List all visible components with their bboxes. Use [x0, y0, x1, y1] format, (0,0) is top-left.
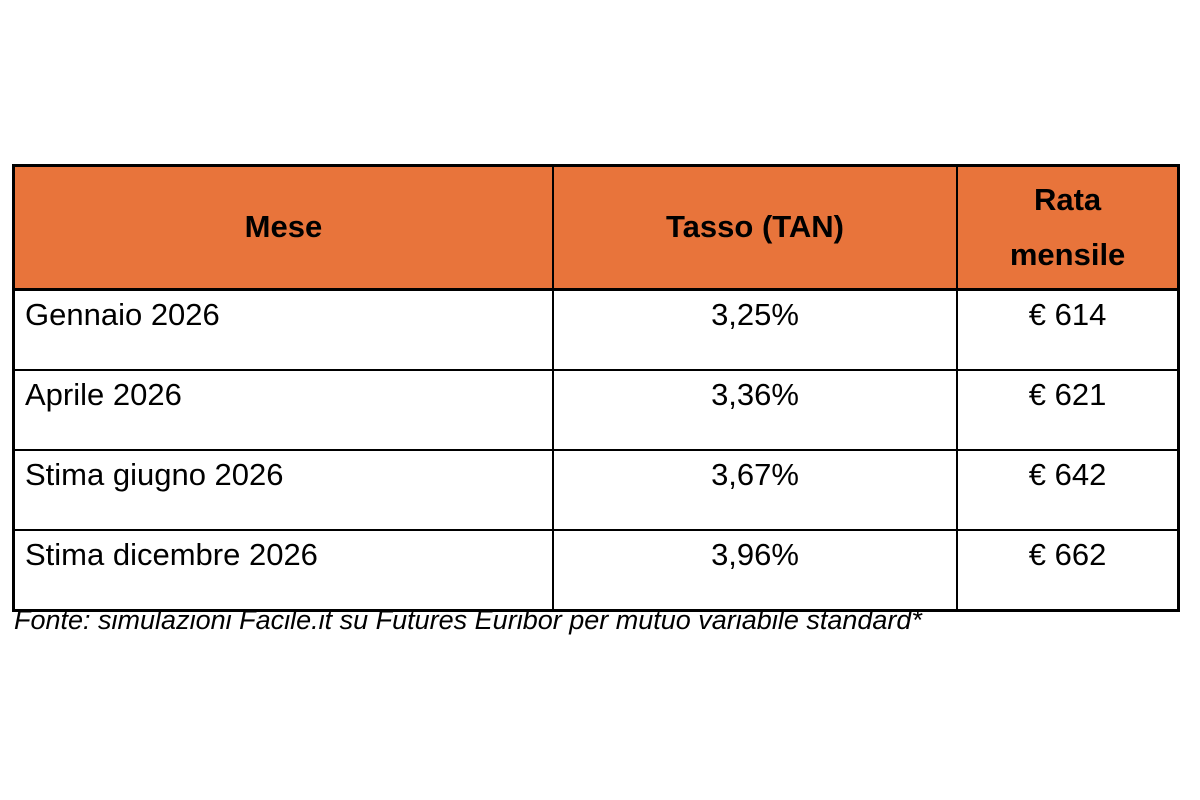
rates-table: Mese Tasso (TAN) Rata mensile Gennaio 20…	[12, 164, 1180, 612]
column-header-tasso: Tasso (TAN)	[551, 164, 959, 291]
cell-tasso: 3,67%	[551, 449, 959, 531]
cell-mese: Aprile 2026	[12, 369, 554, 451]
cell-mese: Gennaio 2026	[12, 288, 554, 371]
cell-mese: Stima giugno 2026	[12, 449, 554, 531]
cell-rata: € 662	[956, 529, 1180, 612]
table-row: Stima dicembre 2026 3,96% € 662	[12, 529, 1180, 612]
column-header-mese: Mese	[12, 164, 554, 291]
cell-tasso: 3,25%	[551, 288, 959, 371]
cell-rata: € 642	[956, 449, 1180, 531]
cell-mese: Stima dicembre 2026	[12, 529, 554, 612]
cell-rata: € 614	[956, 288, 1180, 371]
table-header-row: Mese Tasso (TAN) Rata mensile	[12, 164, 1180, 291]
table-row: Aprile 2026 3,36% € 621	[12, 369, 1180, 451]
cell-tasso: 3,96%	[551, 529, 959, 612]
table-row: Gennaio 2026 3,25% € 614	[12, 288, 1180, 371]
cell-tasso: 3,36%	[551, 369, 959, 451]
source-note: Fonte: simulazioni Facile.it su Futures …	[14, 605, 922, 635]
cell-rata: € 621	[956, 369, 1180, 451]
column-header-rata-mensile: Rata mensile	[956, 164, 1180, 291]
table-row: Stima giugno 2026 3,67% € 642	[12, 449, 1180, 531]
